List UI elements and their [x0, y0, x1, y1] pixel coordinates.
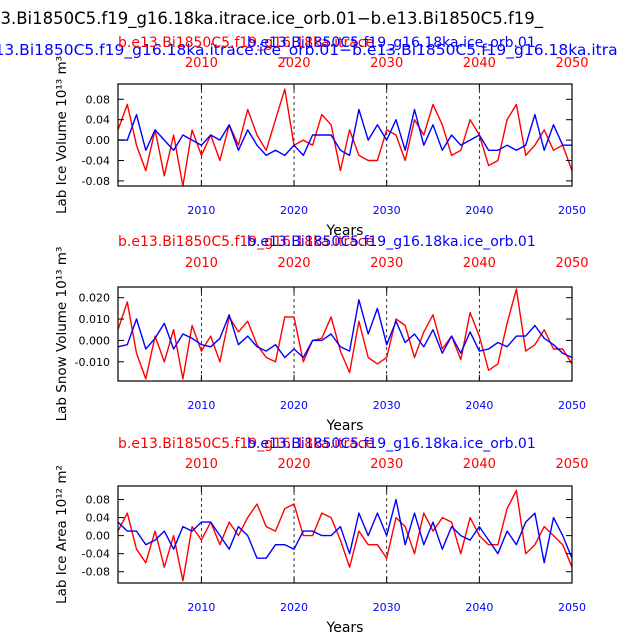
figure-header-line1: 13.Bi1850C5.f19_g16.18ka.itrace.ice_orb.…	[0, 9, 544, 29]
top-xtick-label: 2050	[555, 256, 588, 271]
ytick-label: 0.010	[79, 313, 111, 326]
xtick-label: 2010	[187, 204, 215, 217]
top-xtick-label: 2050	[555, 56, 588, 71]
ytick-label: 0.08	[86, 93, 111, 106]
series-line-blue	[117, 498, 573, 564]
xtick-label: 2050	[558, 601, 586, 614]
panel-title-blue-overlap: b.e13.Bi1850C5.f19_g16.18ka.ice_orb.01	[247, 35, 536, 51]
panel-title-red: b.e13.Bi1850C5.f19_g16.18ka.itrace	[118, 234, 374, 250]
ytick-label: 0.04	[86, 114, 111, 127]
xtick-label: 2030	[373, 399, 401, 412]
ytick-label: 0.00	[86, 134, 111, 147]
ytick-label: 0.020	[79, 292, 111, 305]
plot-frame	[117, 286, 573, 382]
ytick-label: -0.04	[82, 548, 110, 561]
top-xtick-label: 2040	[463, 457, 496, 472]
panel-title-red: b.e13.Bi1850C5.f19_g16.18ka.itrace	[118, 436, 374, 452]
xtick-label: 2020	[280, 399, 308, 412]
x-axis-title: Years	[326, 620, 364, 636]
xtick-label: 2010	[187, 601, 215, 614]
panel-ice-area: b.e13.Bi1850C5.f19_g16.18ka.itraceb.e13.…	[54, 436, 589, 636]
series-line-red	[117, 88, 573, 187]
top-xtick-label: 2050	[555, 457, 588, 472]
ytick-label: 0.000	[79, 334, 111, 347]
xtick-label: 2020	[280, 601, 308, 614]
top-xtick-label: 2040	[463, 56, 496, 71]
series-line-blue	[117, 299, 573, 359]
top-xtick-label: 2010	[185, 457, 218, 472]
ytick-label: -0.08	[82, 566, 110, 579]
top-xtick-label: 2020	[277, 56, 310, 71]
figure-header-line2: e13.Bi1850C5.f19_g16.18ka.itrace.ice_orb…	[0, 41, 618, 60]
ytick-label: -0.04	[82, 155, 110, 168]
xtick-label: 2040	[465, 399, 493, 412]
top-xtick-label: 2030	[370, 56, 403, 71]
x-axis-title: Years	[326, 418, 364, 434]
xtick-label: 2040	[465, 204, 493, 217]
top-xtick-label: 2020	[277, 457, 310, 472]
y-axis-title: Lab Ice Volume 10¹³ m³	[54, 56, 70, 214]
panel-title-red: b.e13.Bi1850C5.f19_g16.18ka.itrace	[118, 35, 374, 51]
series-line-red	[117, 288, 573, 380]
panel-title-blue-overlap: b.e13.Bi1850C5.f19_g16.18ka.ice_orb.01	[247, 234, 536, 250]
ytick-label: 0.00	[86, 530, 111, 543]
series-line-red	[117, 489, 573, 582]
plot-frame	[117, 485, 573, 584]
top-xtick-label: 2010	[185, 56, 218, 71]
xtick-label: 2030	[373, 601, 401, 614]
xtick-label: 2010	[187, 399, 215, 412]
y-axis-title: Lab Snow Volume 10¹³ m³	[54, 247, 70, 422]
xtick-label: 2050	[558, 399, 586, 412]
top-xtick-label: 2020	[277, 256, 310, 271]
plot-frame	[117, 83, 573, 187]
xtick-label: 2040	[465, 601, 493, 614]
ytick-label: -0.08	[82, 175, 110, 188]
ytick-label: 0.04	[86, 512, 111, 525]
panel-ice-volume: b.e13.Bi1850C5.f19_g16.18ka.itraceb.e13.…	[54, 35, 589, 239]
ytick-label: -0.010	[75, 356, 110, 369]
y-axis-title: Lab Ice Area 10¹² m²	[54, 465, 70, 604]
ytick-label: 0.08	[86, 494, 111, 507]
xtick-label: 2050	[558, 204, 586, 217]
x-axis-title: Years	[326, 223, 364, 239]
panel-snow-volume: b.e13.Bi1850C5.f19_g16.18ka.itraceb.e13.…	[54, 234, 589, 434]
panel-title-blue-overlap: b.e13.Bi1850C5.f19_g16.18ka.ice_orb.01	[247, 436, 536, 452]
top-xtick-label: 2030	[370, 457, 403, 472]
xtick-label: 2020	[280, 204, 308, 217]
top-xtick-label: 2040	[463, 256, 496, 271]
top-xtick-label: 2030	[370, 256, 403, 271]
xtick-label: 2030	[373, 204, 401, 217]
series-line-blue	[118, 108, 572, 157]
top-xtick-label: 2010	[185, 256, 218, 271]
